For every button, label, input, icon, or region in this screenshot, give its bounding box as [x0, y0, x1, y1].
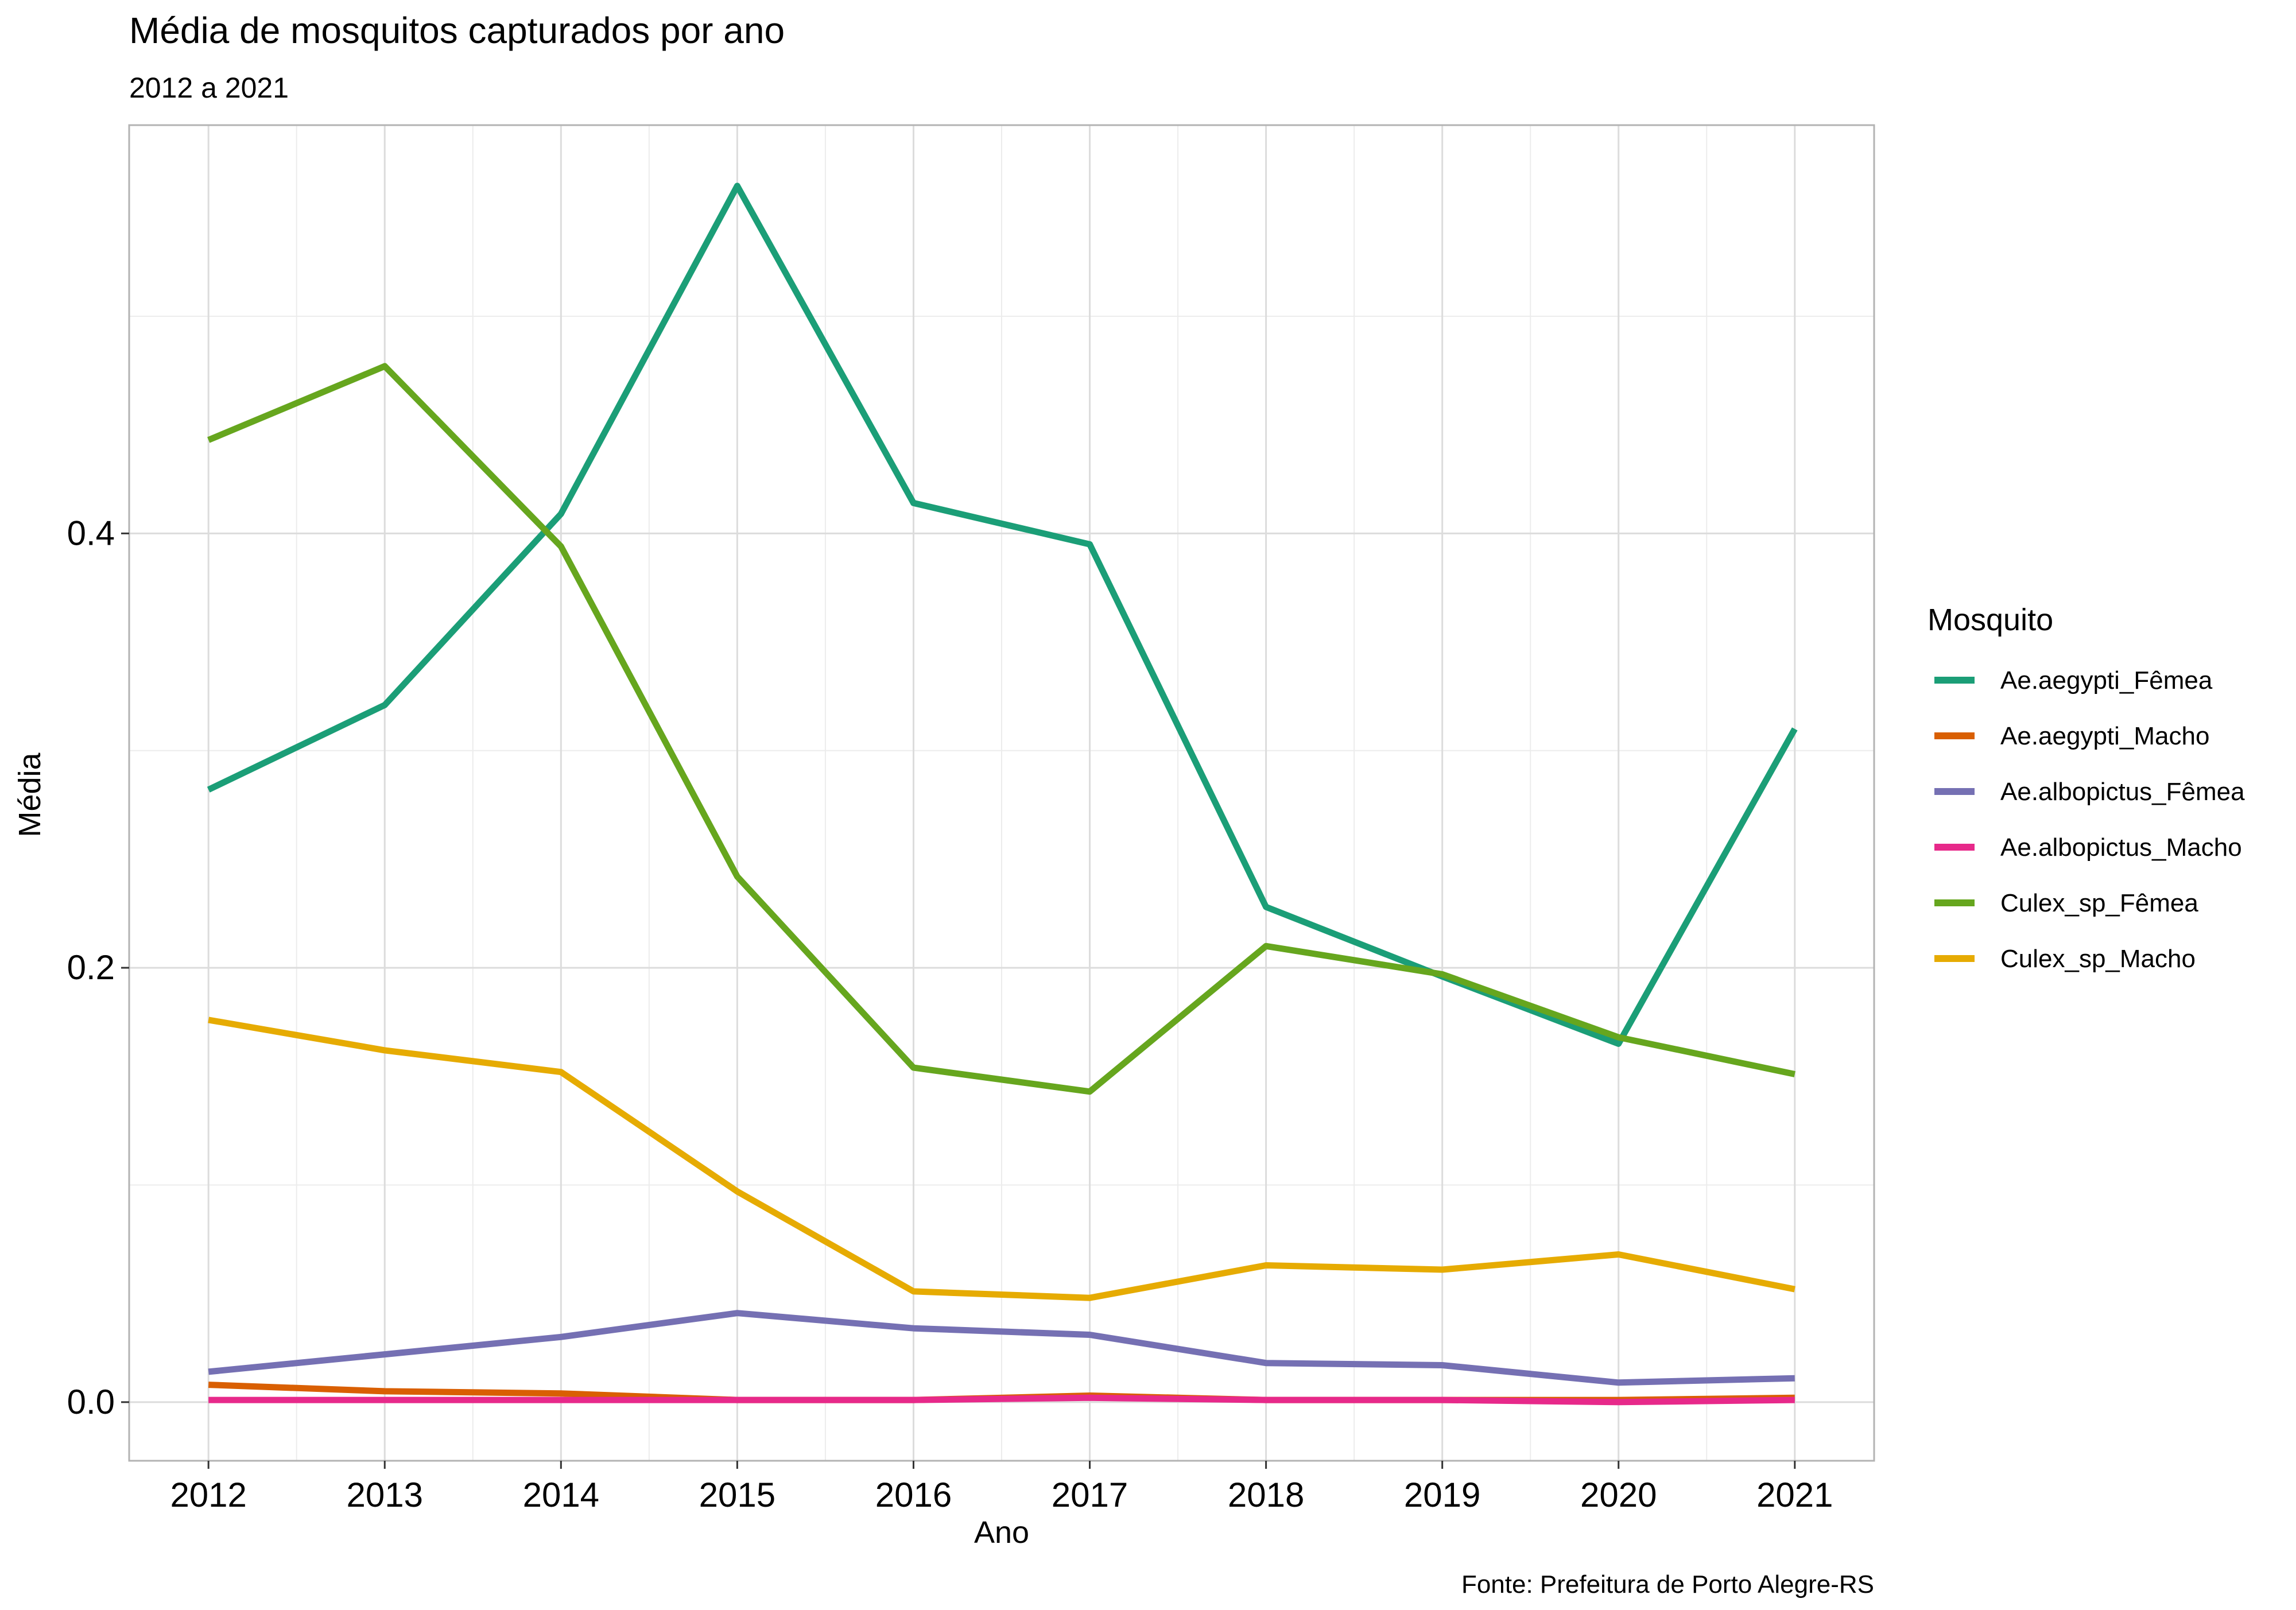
series-line: [208, 1394, 1795, 1406]
y-tick-label: 0.4: [67, 514, 115, 552]
x-tick-label: 2013: [347, 1476, 423, 1514]
x-axis-ticks: 2012 2013 2014 2015 2016 2017 2018 2019 2020 2021: [170, 1461, 1833, 1514]
y-axis-ticks: 0.0 0.2 0.4: [67, 514, 129, 1421]
x-tick-label: 2017: [1052, 1476, 1128, 1514]
series-line: [208, 1017, 1795, 1301]
chart-title: Média de mosquitos capturados por ano: [129, 10, 785, 51]
y-tick-label: 0.2: [67, 948, 115, 987]
legend-label: Culex_sp_Fêmea: [2000, 889, 2198, 917]
x-tick-label: 2018: [1228, 1476, 1304, 1514]
legend-title: Mosquito: [1927, 603, 2053, 637]
x-tick-label: 2015: [699, 1476, 775, 1514]
series-line: [207, 363, 1795, 1095]
legend-label: Ae.aegypti_Fêmea: [2000, 666, 2213, 695]
legend-label: Ae.albopictus_Fêmea: [2000, 778, 2245, 806]
legend-label: Ae.albopictus_Macho: [2000, 833, 2242, 862]
y-axis-label: Média: [13, 752, 47, 837]
series-line: [208, 1310, 1795, 1386]
legend-label: Culex_sp_Macho: [2000, 945, 2196, 973]
x-axis-label: Ano: [974, 1515, 1029, 1550]
legend: Mosquito Ae.aegypti_Fêmea Ae.aegypti_Mach…: [1927, 603, 2245, 973]
x-tick-label: 2016: [875, 1476, 952, 1514]
series-line: [207, 183, 1798, 1047]
panel-border: [128, 124, 1875, 1462]
chart-subtitle: 2012 a 2021: [129, 72, 289, 104]
source-caption: Fonte: Prefeitura de Porto Alegre-RS: [1461, 1570, 1874, 1599]
legend-items: Ae.aegypti_Fêmea Ae.aegypti_Macho Ae.albop…: [1934, 666, 2245, 973]
series-lines: [207, 183, 1798, 1406]
x-tick-label: 2019: [1404, 1476, 1480, 1514]
legend-label: Ae.aegypti_Macho: [2000, 722, 2209, 750]
x-tick-label: 2020: [1580, 1476, 1657, 1514]
x-tick-label: 2012: [170, 1476, 246, 1514]
x-tick-label: 2021: [1756, 1476, 1833, 1514]
y-tick-label: 0.0: [67, 1383, 115, 1421]
x-tick-label: 2014: [523, 1476, 599, 1514]
